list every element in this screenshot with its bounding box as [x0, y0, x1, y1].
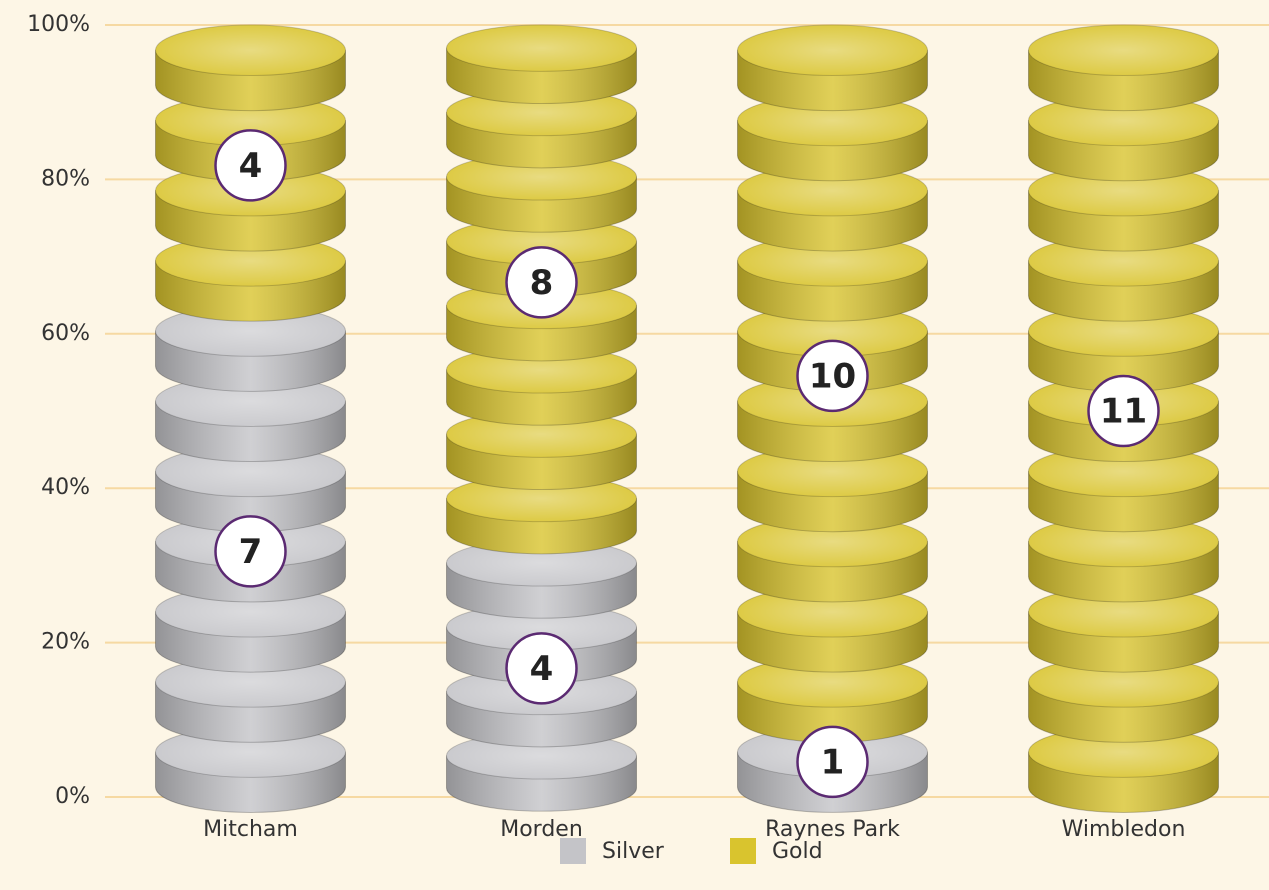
y-tick-label: 40% [41, 475, 90, 500]
x-tick-label: Wimbledon [1062, 817, 1186, 842]
data-label: 11 [1100, 392, 1147, 432]
data-label: 7 [239, 532, 263, 572]
coin-top-shade [447, 25, 637, 71]
data-label: 1 [821, 742, 845, 782]
data-label: 4 [239, 146, 263, 186]
y-tick-label: 20% [41, 630, 90, 655]
data-label: 10 [809, 356, 856, 396]
legend-swatch [560, 838, 586, 864]
y-tick-label: 80% [41, 166, 90, 191]
chart: 0%20%40%60%80%100%MitchamMordenRaynes Pa… [0, 0, 1269, 890]
legend-label: Gold [772, 839, 823, 864]
legend-label: Silver [602, 839, 665, 864]
y-tick-label: 100% [27, 12, 90, 37]
y-tick-label: 60% [41, 321, 90, 346]
coin-top-shade [156, 25, 346, 76]
coin-top-shade [1029, 25, 1219, 76]
y-tick-label: 0% [55, 784, 90, 809]
x-tick-label: Mitcham [203, 817, 298, 842]
data-label: 4 [530, 649, 554, 689]
data-label: 8 [530, 263, 554, 303]
legend-swatch [730, 838, 756, 864]
coin-top-shade [738, 25, 928, 76]
